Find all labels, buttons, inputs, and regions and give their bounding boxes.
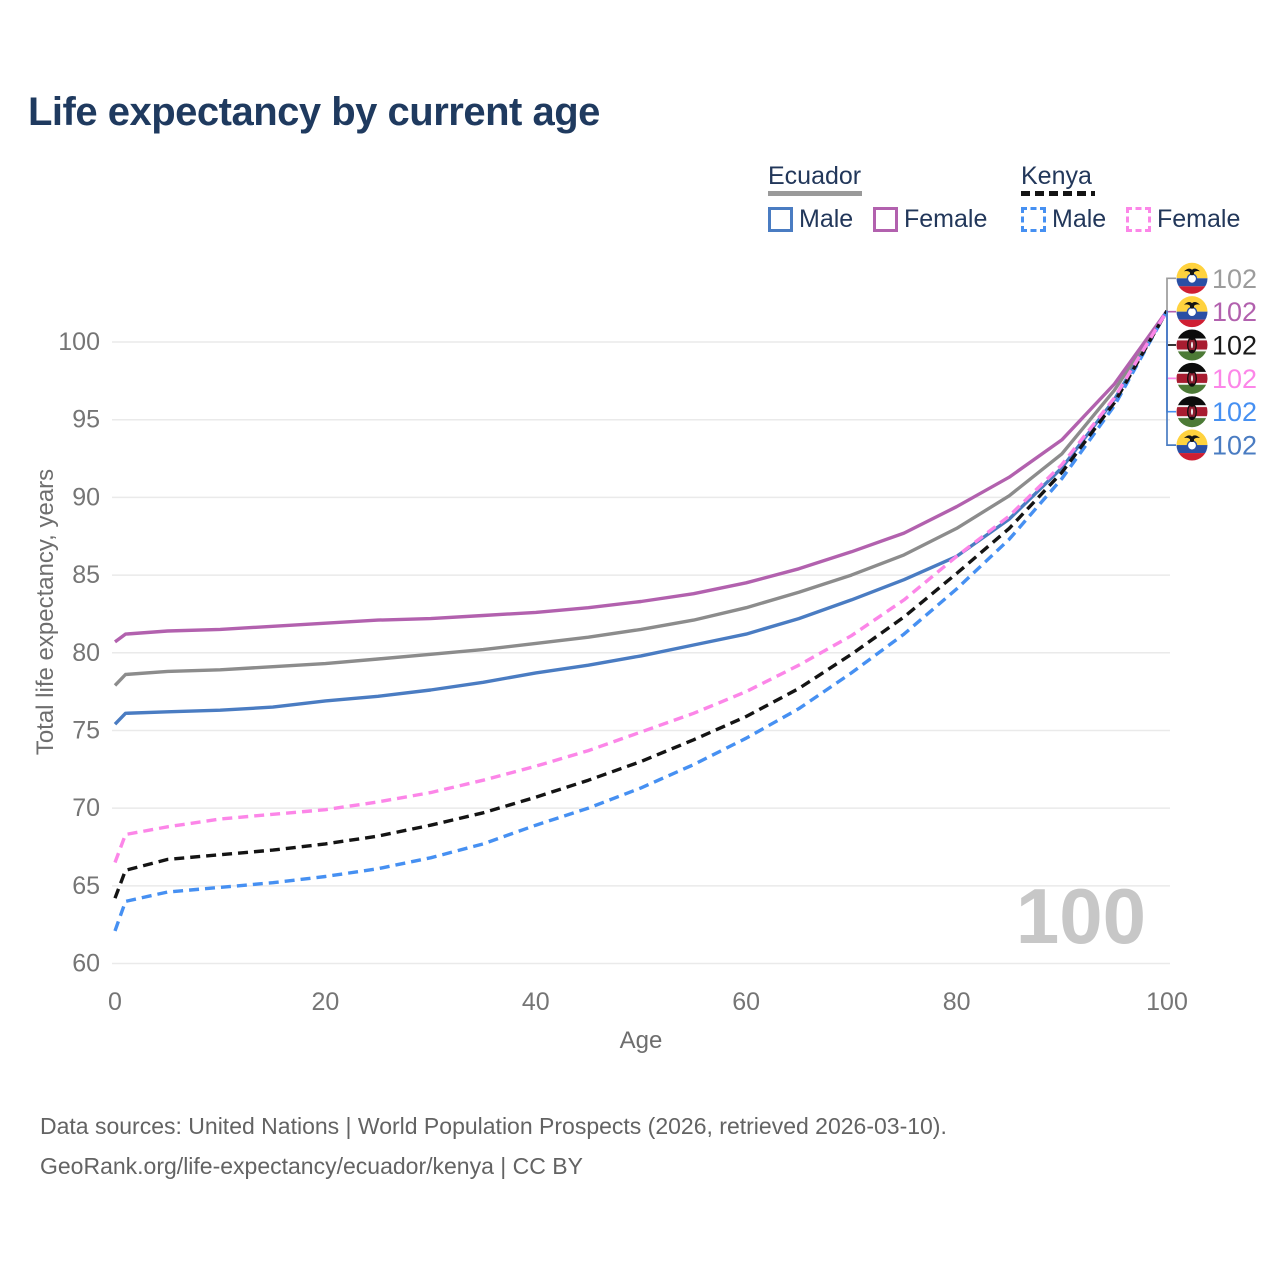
end-label-value: 102 bbox=[1212, 331, 1257, 361]
end-label-value: 102 bbox=[1212, 364, 1257, 394]
legend-item-label: Female bbox=[904, 205, 988, 233]
legend-item-label: Male bbox=[799, 205, 854, 233]
kenya-flag-icon bbox=[1176, 362, 1208, 394]
legend-swatch-ecuador-female bbox=[873, 207, 898, 232]
series-line-ecuador-both[interactable] bbox=[113, 309, 1169, 687]
y-tick-label-90: 90 bbox=[72, 483, 100, 511]
legend-kenya-line-swatch bbox=[1021, 191, 1095, 196]
x-tick-label-40: 40 bbox=[522, 988, 550, 1016]
legend-group-ecuador-label[interactable]: Ecuador bbox=[768, 162, 862, 190]
end-label-value: 102 bbox=[1212, 431, 1257, 461]
kenya-flag-icon bbox=[1176, 396, 1208, 428]
end-label-connector bbox=[1166, 310, 1176, 346]
end-label-connector bbox=[1166, 310, 1176, 313]
data-sources-note: Data sources: United Nations | World Pop… bbox=[40, 1106, 947, 1186]
ecuador-flag-icon bbox=[1176, 429, 1208, 461]
x-tick-label-80: 80 bbox=[943, 988, 971, 1016]
data-sources-line1: Data sources: United Nations | World Pop… bbox=[40, 1113, 947, 1139]
kenya-flag-icon bbox=[1176, 329, 1208, 361]
end-label-connector bbox=[1166, 310, 1176, 413]
data-sources-line2: GeoRank.org/life-expectancy/ecuador/keny… bbox=[40, 1153, 583, 1179]
end-label-connector bbox=[1166, 310, 1176, 446]
legend-ecuador-line-swatch bbox=[768, 191, 862, 196]
y-tick-label-80: 80 bbox=[72, 639, 100, 667]
legend-group-kenya-label[interactable]: Kenya bbox=[1021, 162, 1092, 190]
y-tick-label-100: 100 bbox=[58, 328, 100, 356]
legend-swatch-ecuador-male bbox=[768, 207, 793, 232]
legend-swatch-kenya-male bbox=[1021, 207, 1046, 232]
y-tick-label-85: 85 bbox=[72, 561, 100, 589]
series-line-kenya-female[interactable] bbox=[113, 310, 1169, 864]
y-tick-label-75: 75 bbox=[72, 716, 100, 744]
legend-item-ecuador-male[interactable]: Male bbox=[768, 205, 853, 234]
legend-item-kenya-female[interactable]: Female bbox=[1126, 205, 1240, 234]
legend-item-ecuador-female[interactable]: Female bbox=[873, 205, 987, 234]
legend-item-label: Male bbox=[1052, 205, 1107, 233]
end-label-value: 102 bbox=[1212, 297, 1257, 327]
end-label-value: 102 bbox=[1212, 264, 1257, 294]
series-line-ecuador-female[interactable] bbox=[113, 309, 1169, 644]
series-line-kenya-male[interactable] bbox=[113, 310, 1169, 932]
page-title: Life expectancy by current age bbox=[28, 90, 600, 134]
x-axis-title: Age bbox=[619, 1027, 663, 1054]
x-tick-label-60: 60 bbox=[732, 988, 760, 1016]
legend-item-label: Female bbox=[1157, 205, 1241, 233]
y-tick-label-60: 60 bbox=[72, 950, 100, 978]
x-tick-label-0: 0 bbox=[108, 988, 122, 1016]
x-tick-label-20: 20 bbox=[311, 988, 339, 1016]
legend-item-kenya-male[interactable]: Male bbox=[1021, 205, 1106, 234]
chart-area: 60 65 70 75 80 85 90 95 100 0 20 40 60 80 100 100 102 102… bbox=[0, 240, 1280, 1040]
legend-swatch-kenya-female bbox=[1126, 207, 1151, 232]
x-tick-label-100: 100 bbox=[1146, 988, 1188, 1016]
series-line-kenya-both[interactable] bbox=[113, 310, 1169, 899]
ecuador-flag-icon bbox=[1176, 296, 1208, 328]
end-label-connector bbox=[1166, 277, 1176, 311]
y-tick-label-95: 95 bbox=[72, 406, 100, 434]
ecuador-flag-icon bbox=[1176, 262, 1208, 294]
end-label-value: 102 bbox=[1212, 397, 1257, 427]
y-tick-label-65: 65 bbox=[72, 872, 100, 900]
series-line-ecuador-male[interactable] bbox=[113, 310, 1169, 726]
age-frame-watermark: 100 bbox=[1016, 872, 1146, 960]
y-tick-label-70: 70 bbox=[72, 794, 100, 822]
